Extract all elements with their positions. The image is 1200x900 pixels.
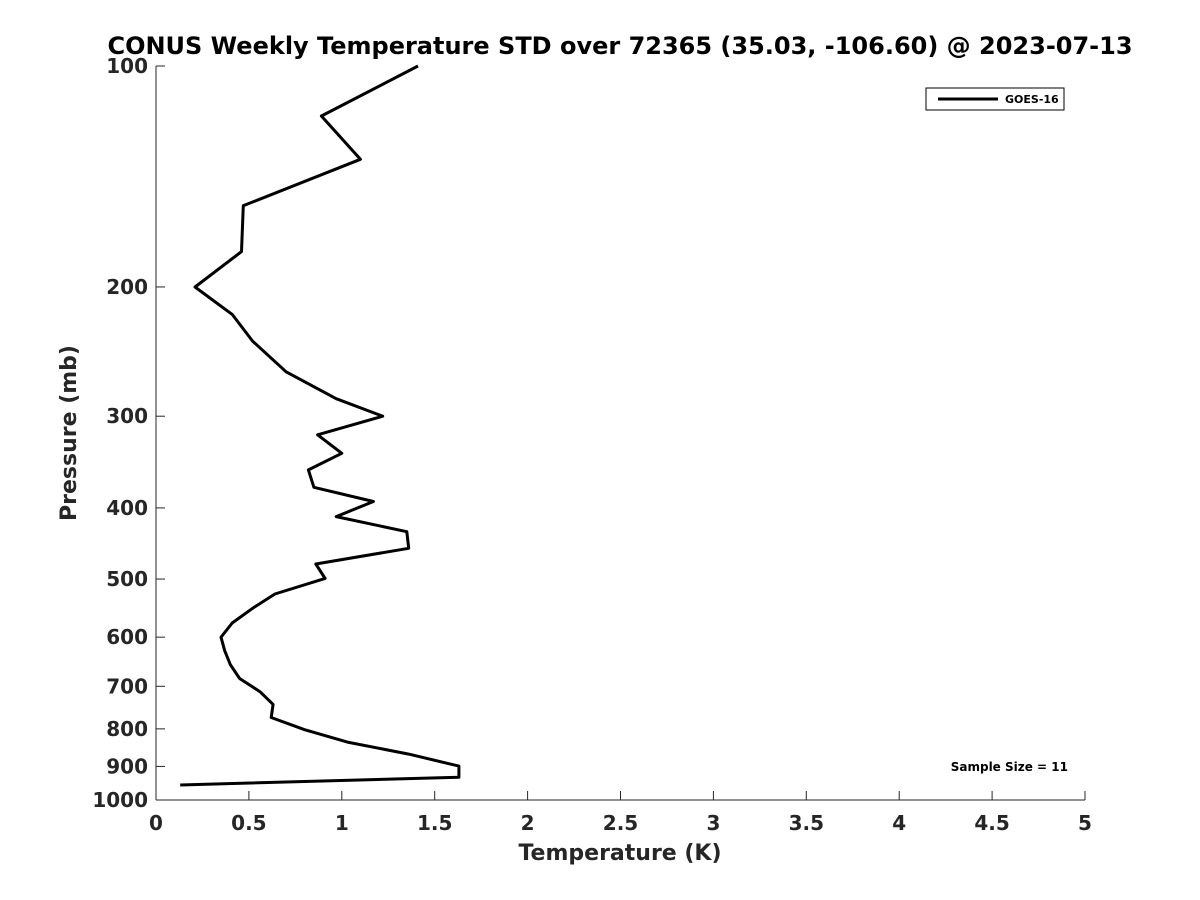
- x-axis-ticks: 0 0.5 1 1.5 2 2.5 3 3.5 4 4.5 5: [149, 791, 1092, 835]
- x-tick-label: 3.5: [789, 811, 824, 835]
- chart-title: CONUS Weekly Temperature STD over 72365 …: [107, 32, 1132, 60]
- y-tick-label: 400: [106, 496, 148, 520]
- legend-label-goes-16: GOES-16: [1005, 93, 1059, 106]
- x-tick-label: 4: [892, 811, 906, 835]
- series-line-goes-16: [180, 64, 461, 787]
- x-tick-label: 2.5: [603, 811, 638, 835]
- y-tick-label: 500: [106, 567, 148, 591]
- y-tick-label: 1000: [92, 788, 148, 812]
- series-layer: [180, 64, 461, 787]
- sample-size-annotation: Sample Size = 11: [951, 760, 1068, 774]
- y-tick-label: 900: [106, 754, 148, 778]
- y-tick-label: 800: [106, 717, 148, 741]
- y-tick-label: 700: [106, 674, 148, 698]
- x-tick-label: 1.5: [417, 811, 452, 835]
- y-tick-label: 200: [106, 275, 148, 299]
- legend: GOES-16: [925, 87, 1065, 111]
- x-tick-label: 0.5: [231, 811, 266, 835]
- x-tick-label: 1: [335, 811, 349, 835]
- x-tick-label: 5: [1078, 811, 1092, 835]
- x-axis-label: Temperature (K): [518, 841, 721, 866]
- y-tick-label: 600: [106, 625, 148, 649]
- y-axis-ticks: 100 200 300 400 500 600 700 800 900 1000: [92, 54, 165, 812]
- x-tick-label: 3: [706, 811, 720, 835]
- x-tick-label: 2: [521, 811, 535, 835]
- y-tick-label: 300: [106, 404, 148, 428]
- x-tick-label: 0: [149, 811, 163, 835]
- y-axis-label: Pressure (mb): [57, 345, 82, 521]
- x-tick-label: 4.5: [974, 811, 1009, 835]
- y-tick-label: 100: [106, 54, 148, 78]
